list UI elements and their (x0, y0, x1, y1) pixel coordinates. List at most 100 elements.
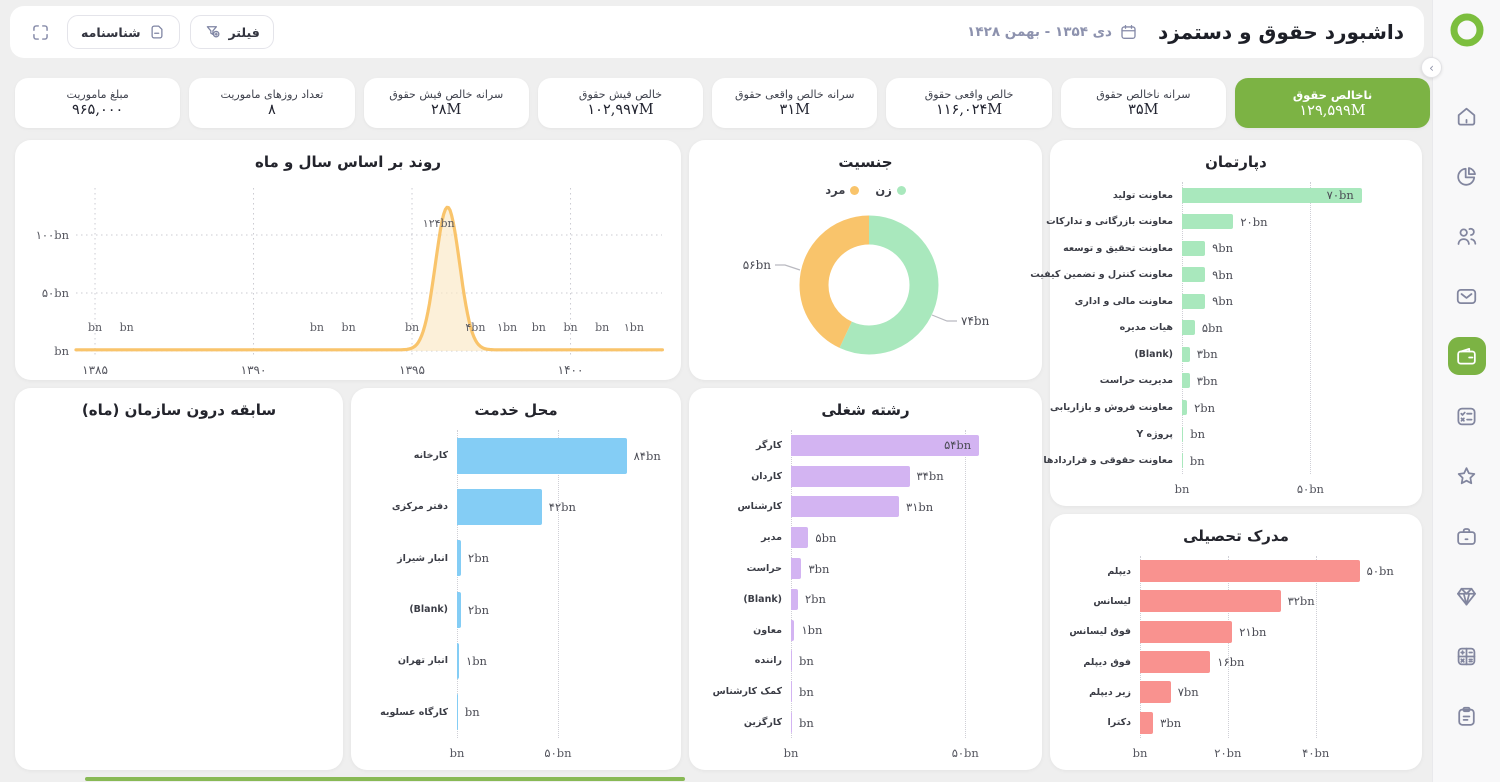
kpi-label: ناخالص حقوق (1292, 87, 1373, 102)
checklist-icon[interactable] (1448, 397, 1486, 435)
bar[interactable]: ۳۴bn (791, 465, 944, 487)
bar[interactable]: ۸۴bn (457, 437, 661, 474)
bar-track: ۳۴bn (791, 465, 1028, 487)
bar[interactable]: bn (457, 694, 480, 731)
bar-category-label: مدیر (761, 532, 782, 544)
kpi-label: مبلغ ماموریت (66, 88, 129, 101)
diamond-icon[interactable] (1448, 577, 1486, 615)
chart-title: جنسیت (838, 153, 893, 171)
bar[interactable]: ۹bn (1182, 240, 1233, 256)
bar[interactable]: ۵bn (791, 527, 836, 549)
header: داشبورد حقوق و دستمزد دی ۱۳۵۴ - بهمن ۱۴۲… (10, 6, 1424, 58)
gridline (1140, 556, 1141, 738)
gender-donut-chart[interactable]: ۷۴bn ۵۶bn (689, 197, 1042, 380)
bar[interactable]: bn (791, 650, 814, 672)
svg-text:۱۳۸۵: ۱۳۸۵ (82, 363, 108, 377)
kpi-card[interactable]: خالص واقعی حقوق ۱۱۶,۰۲۴M (886, 78, 1052, 128)
legend-item[interactable]: مرد (825, 183, 860, 197)
wallet-icon[interactable] (1447, 337, 1486, 375)
bar-value-label: bn (1189, 453, 1205, 468)
kpi-card[interactable]: مبلغ ماموریت ۹۶۵,۰۰۰ (15, 78, 181, 128)
filter-button[interactable]: فیلتر (189, 15, 274, 49)
gridline (965, 430, 967, 738)
kpi-card[interactable]: خالص فیش حقوق ۱۰۲,۹۹۷M (537, 78, 704, 128)
star-icon[interactable] (1448, 457, 1486, 495)
x-axis-tick: ۵۰bn (951, 746, 979, 760)
bar-track: ۷۰bn (1182, 187, 1408, 203)
bar-row: کارخانه ۸۴bn (365, 437, 667, 474)
bar-value-label: ۳bn (808, 561, 830, 576)
briefcase-icon[interactable] (1448, 517, 1486, 555)
bar[interactable]: ۲bn (457, 540, 489, 577)
bar[interactable]: ۲bn (457, 591, 489, 628)
fullscreen-icon[interactable] (30, 22, 51, 43)
bar-row: (Blank) ۲bn (703, 588, 1028, 610)
bar[interactable]: ۲bn (1182, 400, 1215, 416)
bar[interactable]: ۳bn (1182, 346, 1218, 362)
home-icon[interactable] (1448, 97, 1486, 135)
bar-category-label: دفتر مرکزی (391, 501, 448, 513)
bar[interactable]: bn (791, 712, 814, 734)
bar[interactable]: ۵۴bn (791, 434, 980, 456)
kpi-card[interactable]: سرانه خالص فیش حقوق ۲۸M (363, 78, 529, 128)
bar[interactable]: ۷۰bn (1182, 187, 1362, 203)
clipboard-icon[interactable] (1448, 697, 1486, 735)
bar[interactable]: bn (1182, 426, 1205, 442)
svg-text:bn: bn (54, 344, 69, 358)
date-range: دی ۱۳۵۴ - بهمن ۱۴۲۸ (967, 24, 1112, 40)
bar-row: زیر دیپلم ۷bn (1064, 681, 1408, 704)
bar[interactable]: ۳۲bn (1140, 590, 1315, 613)
bar[interactable]: bn (1182, 453, 1205, 469)
bar[interactable]: ۱bn (791, 619, 822, 641)
bar[interactable]: ۹bn (1182, 293, 1233, 309)
bar[interactable]: ۲bn (791, 588, 826, 610)
bar-category-label: کارشناس (737, 501, 782, 513)
bar-category-label: (Blank) (409, 604, 448, 616)
bar[interactable]: ۹bn (1182, 267, 1233, 283)
bar[interactable]: ۱bn (457, 642, 487, 679)
bar-value-label: ۳۴bn (916, 469, 944, 484)
kpi-card[interactable]: ناخالص حقوق ۱۲۹,۵۹۹M (1234, 78, 1430, 128)
bar[interactable]: ۳۱bn (791, 496, 933, 518)
bar[interactable]: ۵bn (1182, 320, 1223, 336)
bar[interactable]: ۴۲bn (457, 488, 576, 525)
bar[interactable]: ۲۰bn (1182, 214, 1267, 230)
bar[interactable]: ۳bn (1140, 711, 1181, 734)
bar-value-label: ۹bn (1212, 267, 1234, 282)
bar-category-label: کارگر (756, 439, 782, 451)
calculator-icon[interactable] (1448, 637, 1486, 675)
bar-row: معاون ۱bn (703, 619, 1028, 641)
bar-row: (Blank) ۲bn (365, 591, 667, 628)
mail-icon[interactable] (1448, 277, 1486, 315)
gridline (557, 430, 559, 738)
id-card-button[interactable]: شناسنامه (67, 15, 180, 49)
bar[interactable]: ۵۰bn (1140, 560, 1394, 583)
pie-chart-icon[interactable] (1448, 157, 1486, 195)
trend-area-chart[interactable]: bn ۵۰bn ۱۰۰bn ۱۳۸۵ ۱۳۹۰ ۱۳۹۵ ۱۴۰۰ bn bn bn bn bn ۱۲… (15, 174, 681, 388)
svg-text:۱۴۰۰: ۱۴۰۰ (558, 363, 584, 377)
sidebar-collapse-button[interactable]: ‹ (1421, 57, 1442, 78)
kpi-card[interactable]: تعداد روزهای ماموریت ۸ (189, 78, 355, 128)
bar[interactable]: bn (791, 681, 814, 703)
bar-row: کارگاه عسلویه bn (365, 694, 667, 731)
bar[interactable]: ۳bn (1182, 373, 1218, 389)
bar-value-label: bn (799, 715, 814, 730)
legend-item[interactable]: زن (875, 183, 906, 197)
bar-category-label: معاونت تحقیق و توسعه (1063, 242, 1173, 254)
bar[interactable]: ۷bn (1140, 681, 1199, 704)
users-icon[interactable] (1448, 217, 1486, 255)
bar-value-label: ۲bn (468, 602, 489, 617)
bar[interactable]: ۲۱bn (1140, 620, 1266, 643)
kpi-card[interactable]: سرانه خالص واقعی حقوق ۳۱M (712, 78, 878, 128)
bar[interactable]: ۳bn (791, 558, 829, 580)
kpi-card[interactable]: سرانه ناخالص حقوق ۳۵M (1060, 78, 1226, 128)
x-axis-tick: bn (1132, 746, 1148, 760)
app-logo-ring-icon[interactable] (1450, 13, 1484, 51)
svg-text:bn: bn (405, 321, 419, 334)
bar-category-label: معاونت مالی و اداری (1074, 295, 1173, 307)
kpi-label: سرانه خالص واقعی حقوق (735, 88, 855, 101)
bar-category-label: معاونت حقوقی و قراردادها (1043, 455, 1173, 467)
horizontal-scrollbar[interactable] (85, 777, 685, 781)
bar[interactable]: ۱۶bn (1140, 651, 1244, 674)
bar-value-label: ۱۶bn (1217, 655, 1245, 670)
